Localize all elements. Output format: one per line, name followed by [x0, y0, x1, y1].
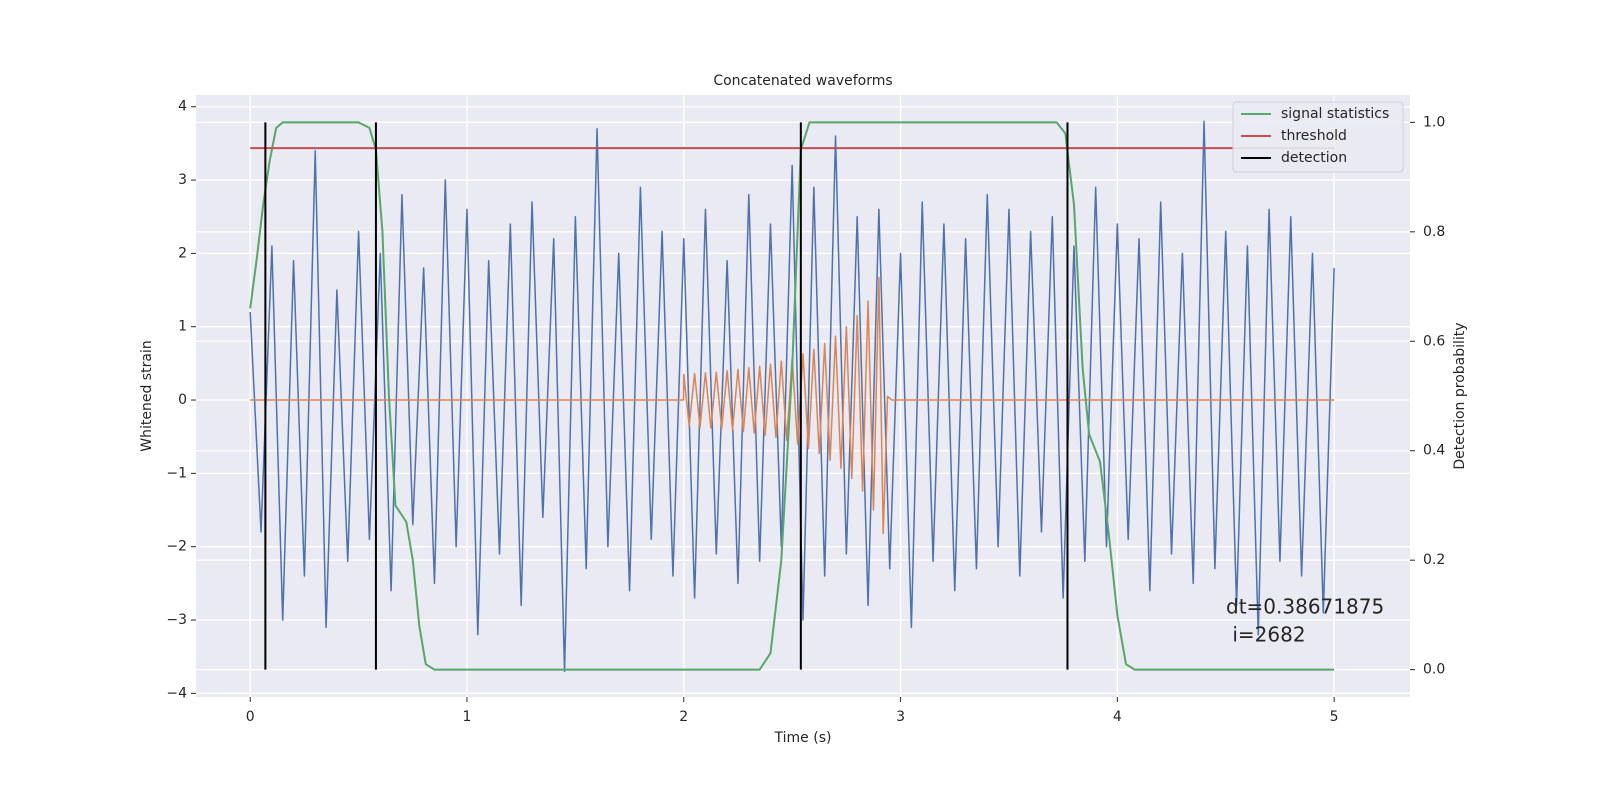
- y-tick-label: 0: [178, 392, 187, 408]
- y2-axis-label: Detection probability: [1452, 322, 1468, 469]
- series-line: [249, 120, 1335, 673]
- x-tick-label: 3: [896, 709, 905, 725]
- annotation: dt=0.38671875: [1226, 595, 1384, 619]
- legend-label: detection: [1281, 150, 1347, 166]
- y2-tick-label: 0.2: [1423, 552, 1445, 568]
- y-tick-label: 2: [178, 245, 187, 261]
- y2-tick-label: 0.4: [1423, 443, 1445, 459]
- y-axis-label: Whitened strain: [139, 340, 155, 451]
- legend-label: signal statistics: [1281, 106, 1389, 122]
- y-tick-label: −3: [166, 612, 187, 628]
- x-tick-label: 1: [463, 709, 472, 725]
- y2-tick-label: 0.6: [1423, 333, 1445, 349]
- x-tick-label: 4: [1113, 709, 1122, 725]
- y-tick-label: −2: [166, 539, 187, 555]
- legend-box: [1232, 101, 1404, 173]
- x-tick-label: 2: [679, 709, 688, 725]
- x-axis-label: Time (s): [774, 730, 832, 746]
- y-tick-label: 1: [178, 319, 187, 335]
- x-tick-label: 5: [1330, 709, 1339, 725]
- y2-tick-label: 0.8: [1423, 224, 1445, 240]
- y-tick-label: −4: [166, 685, 187, 701]
- marks: [249, 120, 1335, 673]
- legend-label: threshold: [1281, 128, 1347, 144]
- annotation: i=2682: [1226, 623, 1306, 647]
- y-tick-label: −1: [166, 465, 187, 481]
- series-line: [249, 121, 1335, 671]
- y2-tick-label: 0.0: [1423, 662, 1445, 678]
- y-tick-label: 3: [178, 172, 187, 188]
- y2-tick-label: 1.0: [1423, 114, 1445, 130]
- x-tick-label: 0: [246, 709, 255, 725]
- legend: signal statistics threshold detection: [1232, 101, 1404, 173]
- y-tick-label: 4: [178, 99, 187, 115]
- chart-title: Concatenated waveforms: [713, 73, 892, 89]
- series-line: [250, 276, 1335, 535]
